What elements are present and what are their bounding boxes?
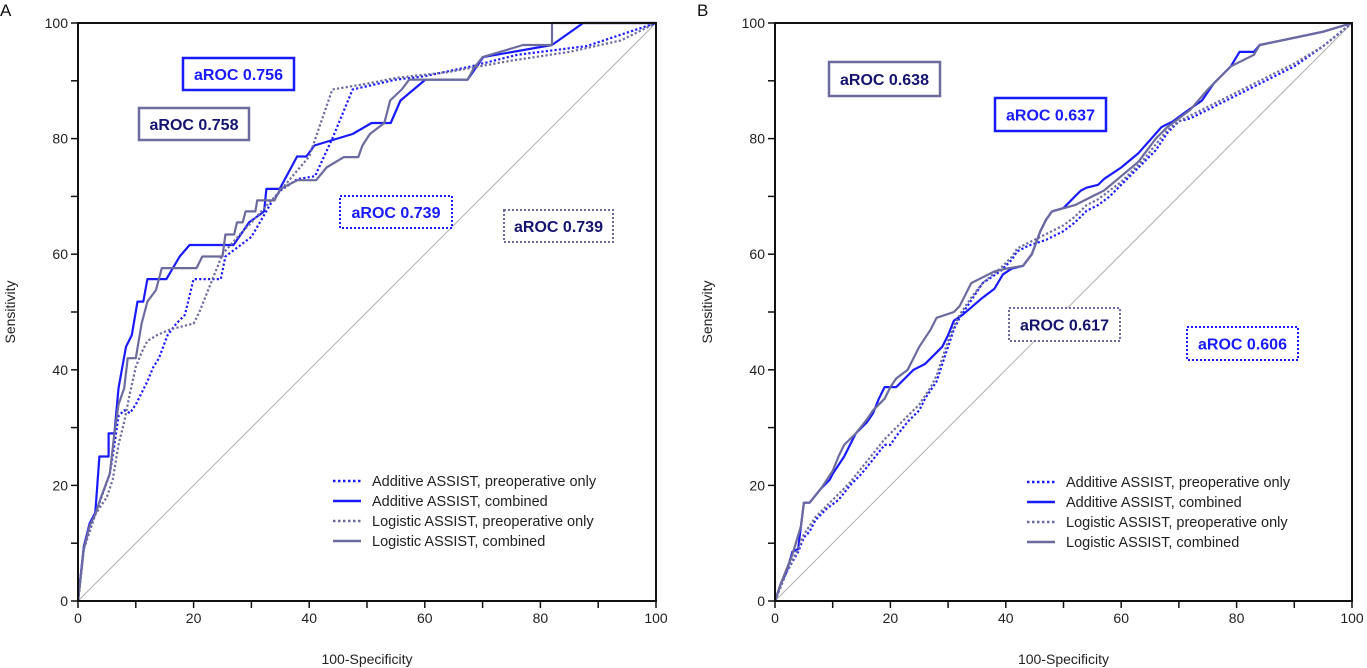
aroc-annotation: aROC 0.638 <box>827 60 942 98</box>
reference-diagonal-line <box>77 22 657 602</box>
y-axis-title: Sensitivity <box>2 280 18 343</box>
legend-label: Additive ASSIST, preoperative only <box>372 474 597 490</box>
aroc-label: aROC 0.637 <box>1006 108 1095 125</box>
aroc-label: aROC 0.758 <box>150 117 239 134</box>
series-line-additive-preoperative <box>76 21 657 602</box>
aroc-label: aROC 0.756 <box>194 67 283 84</box>
aroc-label: aROC 0.638 <box>840 72 929 89</box>
x-tick-label: 40 <box>301 610 317 626</box>
y-tick-label: 40 <box>749 362 765 378</box>
y-axis-title: Sensitivity <box>699 280 715 343</box>
series-line-logistic-preoperative <box>76 22 657 602</box>
x-tick-label: 20 <box>186 610 202 626</box>
legend: Additive ASSIST, preoperative only Additi… <box>333 474 597 550</box>
x-tick-label: 60 <box>417 610 433 626</box>
panel-a: A 0 20 40 60 80 100 0 20 40 60 80 100 100-Specificity… <box>0 1 668 667</box>
legend: Additive ASSIST, preoperative only Additi… <box>1027 475 1291 551</box>
y-tick-label: 100 <box>45 15 69 31</box>
y-tick-label: 80 <box>52 131 68 147</box>
panel-letter: B <box>697 1 708 20</box>
x-tick-label: 0 <box>771 610 779 626</box>
aroc-box <box>993 96 1108 133</box>
y-tick-label: 0 <box>60 593 68 609</box>
y-tick-label: 0 <box>757 593 765 609</box>
legend-label: Additive ASSIST, combined <box>1066 495 1242 511</box>
y-tick-label: 20 <box>52 477 68 493</box>
aroc-label: aROC 0.606 <box>1198 337 1287 354</box>
y-tick-label: 60 <box>749 246 765 262</box>
x-axis-title: 100-Specificity <box>321 651 412 667</box>
aroc-label: aROC 0.617 <box>1020 318 1109 335</box>
aroc-box <box>339 195 453 229</box>
x-tick-label: 0 <box>74 610 82 626</box>
x-tick-label: 40 <box>998 610 1014 626</box>
x-tick-label: 20 <box>883 610 899 626</box>
x-axis-title: 100-Specificity <box>1018 651 1109 667</box>
y-tick-label: 60 <box>52 246 68 262</box>
series-line-logistic-combined <box>76 21 656 602</box>
legend-label: Additive ASSIST, combined <box>372 494 548 510</box>
x-tick-label: 100 <box>1340 610 1364 626</box>
legend-label: Additive ASSIST, preoperative only <box>1066 475 1291 491</box>
x-tick-label: 60 <box>1113 610 1129 626</box>
aroc-annotation: aROC 0.606 <box>1186 326 1299 361</box>
y-tick-label: 40 <box>52 362 68 378</box>
aroc-annotation: aROC 0.739 <box>503 209 614 243</box>
y-tick-label: 20 <box>749 477 765 493</box>
legend-label: Logistic ASSIST, preoperative only <box>372 514 594 530</box>
y-tick-label: 100 <box>742 15 766 31</box>
aroc-box <box>827 60 942 98</box>
aroc-box <box>503 209 614 243</box>
series-line-logistic-combined <box>773 21 1353 602</box>
aroc-label: aROC 0.739 <box>352 205 441 222</box>
aroc-annotation: aROC 0.758 <box>137 106 251 142</box>
legend-label: Logistic ASSIST, combined <box>372 534 545 550</box>
series-line-additive-combined <box>773 21 1353 602</box>
y-tick-label: 80 <box>749 131 765 147</box>
panel-b: B 0 20 40 60 80 100 0 20 40 60 80 100 100-Specificity… <box>697 1 1364 667</box>
aroc-annotation: aROC 0.739 <box>339 195 453 229</box>
series-line-additive-combined <box>76 21 656 602</box>
aroc-annotation: aROC 0.637 <box>993 96 1108 133</box>
aroc-annotation: aROC 0.617 <box>1008 307 1121 342</box>
legend-label: Logistic ASSIST, combined <box>1066 535 1239 551</box>
aroc-label: aROC 0.739 <box>514 219 603 236</box>
aroc-box <box>1186 326 1299 361</box>
aroc-box <box>181 56 296 92</box>
x-tick-label: 80 <box>533 610 549 626</box>
panel-letter: A <box>0 1 12 20</box>
aroc-box <box>1008 307 1121 342</box>
x-tick-label: 80 <box>1229 610 1245 626</box>
x-tick-label: 100 <box>644 610 668 626</box>
legend-label: Logistic ASSIST, preoperative only <box>1066 515 1288 531</box>
aroc-annotation: aROC 0.756 <box>181 56 296 92</box>
aroc-box <box>137 106 251 142</box>
series-line-additive-preoperative <box>773 22 1353 602</box>
